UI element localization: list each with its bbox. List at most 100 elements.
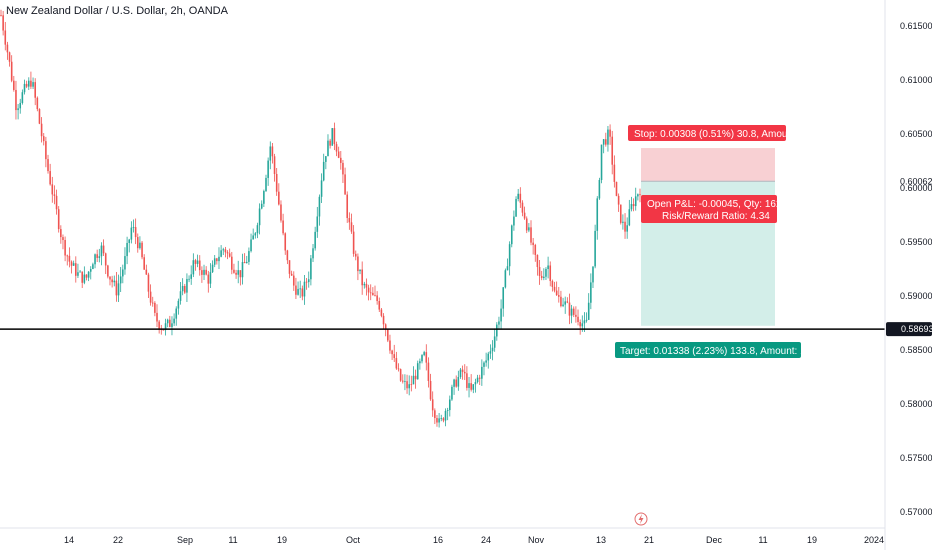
- candle-body: [245, 261, 248, 264]
- candle-body: [393, 354, 396, 359]
- candle-body: [115, 280, 118, 296]
- candle-body: [117, 283, 120, 296]
- candle-body: [598, 179, 601, 199]
- pnl-label: Open P&L: -0.00045, Qty: 162337 Risk/Rew…: [641, 195, 799, 223]
- candle-body: [611, 136, 614, 165]
- lightning-icon[interactable]: [634, 512, 648, 526]
- candle-body: [566, 301, 569, 303]
- price-axis[interactable]: 0.61500 0.61000 0.60500 0.60000 0.59500 0.590…: [900, 21, 932, 517]
- candle-body: [519, 193, 522, 203]
- candle-body: [92, 264, 94, 270]
- candle-body: [57, 209, 60, 230]
- candle-body: [233, 269, 235, 273]
- time-axis[interactable]: 14 22 Sep 11 19 Oct 16 24 Nov 13 21 Dec 11 19 2024: [64, 535, 884, 545]
- candle-body: [504, 270, 507, 288]
- current-price-badge: 0.60062: [900, 176, 932, 186]
- candle-body: [329, 140, 331, 146]
- candle-body: [457, 377, 460, 387]
- candle-body: [62, 237, 64, 241]
- candle-body: [448, 399, 451, 411]
- price-tick-label: 0.59500: [900, 237, 932, 247]
- candle-body: [617, 195, 620, 205]
- candle-body: [166, 319, 169, 324]
- candle-body: [235, 272, 237, 275]
- candle-body: [104, 253, 107, 266]
- candle-body: [194, 260, 197, 264]
- candle-body: [318, 196, 321, 217]
- candle-body: [451, 386, 453, 400]
- candle-body: [474, 382, 477, 385]
- stop-zone[interactable]: [641, 148, 775, 182]
- candle-body: [207, 274, 210, 284]
- candle-body: [354, 253, 357, 257]
- candle-body: [66, 255, 69, 257]
- candle-body: [8, 52, 11, 62]
- candle-body: [408, 384, 410, 389]
- candle-body: [316, 216, 319, 232]
- candle-body: [510, 225, 513, 245]
- candle-body: [487, 353, 490, 361]
- candle-body: [619, 204, 622, 223]
- candle-body: [472, 384, 475, 390]
- candle-body: [506, 266, 509, 271]
- candle-body: [288, 260, 291, 274]
- candle-body: [143, 257, 145, 270]
- candle-body: [380, 309, 383, 316]
- candle-body: [177, 300, 180, 309]
- candle-body: [547, 265, 549, 270]
- candle-body: [622, 221, 624, 223]
- candle-body: [30, 80, 32, 87]
- candle-body: [282, 220, 284, 234]
- candle-body: [201, 270, 203, 275]
- candle-body: [384, 324, 387, 330]
- candle-body: [342, 162, 344, 175]
- candle-body: [596, 198, 599, 231]
- candle-body: [119, 276, 122, 284]
- candle-body: [579, 321, 581, 327]
- candle-body: [224, 249, 227, 253]
- candle-body: [218, 256, 220, 262]
- candle-body: [68, 255, 71, 262]
- candle-body: [122, 269, 124, 277]
- candle-body: [94, 254, 96, 265]
- candle-body: [303, 281, 306, 297]
- time-tick-label: 19: [807, 535, 817, 545]
- candle-body: [164, 323, 167, 331]
- candle-body: [36, 97, 39, 110]
- candle-body: [312, 248, 314, 259]
- candle-body: [481, 366, 483, 379]
- price-tick-label: 0.60500: [900, 129, 932, 139]
- candle-body: [192, 260, 195, 275]
- time-tick-label: 19: [277, 535, 287, 545]
- candle-body: [485, 360, 487, 363]
- candle-body: [639, 194, 641, 196]
- candle-body: [70, 261, 73, 266]
- candle-body: [530, 227, 532, 243]
- candle-body: [290, 273, 293, 276]
- candle-body: [307, 279, 310, 283]
- candle-body: [47, 159, 49, 172]
- candle-body: [431, 399, 434, 411]
- time-tick-label: Nov: [528, 535, 545, 545]
- candle-body: [254, 233, 257, 236]
- candle-body: [570, 308, 573, 316]
- candle-body: [543, 276, 545, 279]
- candle-body: [260, 203, 263, 209]
- candle-body: [583, 320, 586, 324]
- candle-body: [444, 410, 447, 421]
- candle-body: [79, 271, 81, 273]
- candle-body: [226, 252, 229, 254]
- candle-body: [615, 181, 618, 196]
- candle-body: [425, 352, 428, 363]
- candle-body: [213, 258, 216, 265]
- candle-body: [331, 128, 334, 146]
- candle-body: [100, 245, 103, 257]
- candle-body: [162, 329, 165, 331]
- candle-body: [23, 83, 26, 93]
- candle-body: [442, 418, 445, 421]
- candle-body: [320, 180, 323, 197]
- candle-body: [169, 319, 171, 327]
- candle-body: [374, 295, 376, 297]
- candle-body: [357, 256, 359, 272]
